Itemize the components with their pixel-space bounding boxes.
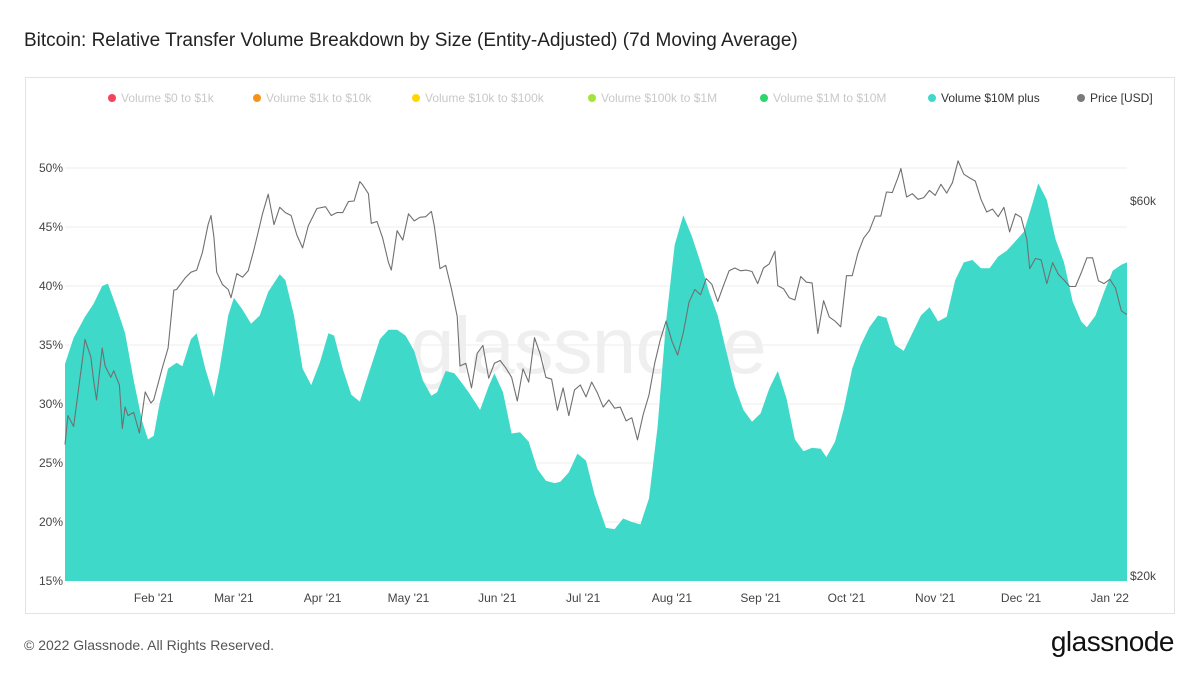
legend-label: Volume $100k to $1M: [601, 91, 718, 105]
legend-dot-icon: [253, 94, 261, 102]
chart-panel: [25, 77, 1175, 614]
legend-dot-icon: [1077, 94, 1085, 102]
legend-item[interactable]: Volume $1k to $10k: [253, 91, 371, 105]
x-tick-label: Nov '21: [915, 591, 956, 605]
x-axis-ticks: Feb '21 Mar '21 Apr '21 May '21 Jun '21 Jul '…: [134, 591, 1129, 605]
right-axis-ticks: $20k $60k: [1130, 194, 1157, 583]
legend-item[interactable]: Volume $1M to $10M: [760, 91, 886, 105]
x-tick-label: Apr '21: [304, 591, 342, 605]
x-tick-label: Mar '21: [214, 591, 254, 605]
left-axis-ticks: 15% 20% 25% 30% 35% 40% 45% 50%: [39, 161, 63, 588]
legend-dot-icon: [412, 94, 420, 102]
legend-label: Volume $0 to $1k: [121, 91, 214, 105]
legend-dot-icon: [588, 94, 596, 102]
legend-dot-icon: [760, 94, 768, 102]
y-tick-label: 45%: [39, 220, 63, 234]
y-tick-label: 20%: [39, 515, 63, 529]
x-tick-label: Jul '21: [566, 591, 601, 605]
legend-label: Volume $1k to $10k: [266, 91, 372, 105]
legend-item[interactable]: Volume $10M plus: [928, 91, 1040, 105]
y-tick-label: 40%: [39, 279, 63, 293]
legend-item[interactable]: Volume $100k to $1M: [588, 91, 717, 105]
legend-dot-icon: [928, 94, 936, 102]
legend-label: Price [USD]: [1090, 91, 1153, 105]
legend-item[interactable]: Price [USD]: [1077, 91, 1153, 105]
price-usd-line: [64, 160, 1128, 445]
y-tick-label: 30%: [39, 397, 63, 411]
price-tick-label: $20k: [1130, 569, 1157, 583]
legend: Volume $0 to $1k Volume $1k to $10k Volume…: [0, 91, 1200, 107]
price-tick-label: $60k: [1130, 194, 1157, 208]
y-tick-label: 15%: [39, 574, 63, 588]
x-tick-label: May '21: [388, 591, 430, 605]
legend-label: Volume $10M plus: [941, 91, 1040, 105]
x-tick-label: Aug '21: [652, 591, 693, 605]
x-tick-label: Sep '21: [740, 591, 781, 605]
y-tick-label: 50%: [39, 161, 63, 175]
y-tick-label: 25%: [39, 456, 63, 470]
legend-item[interactable]: Volume $0 to $1k: [108, 91, 214, 105]
x-tick-label: Oct '21: [828, 591, 866, 605]
area-series-layer: [65, 183, 1127, 582]
chart-title: Bitcoin: Relative Transfer Volume Breakd…: [24, 30, 798, 51]
glassnode-logo: glassnode: [1050, 626, 1175, 657]
y-tick-label: 35%: [39, 338, 63, 352]
legend-label: Volume $1M to $10M: [773, 91, 887, 105]
legend-dot-icon: [108, 94, 116, 102]
x-tick-label: Jan '22: [1091, 591, 1130, 605]
legend-label: Volume $10k to $100k: [425, 91, 544, 105]
x-tick-label: Dec '21: [1001, 591, 1042, 605]
x-tick-label: Feb '21: [134, 591, 174, 605]
legend-item[interactable]: Volume $10k to $100k: [412, 91, 544, 105]
volume-10m-plus-area: [65, 183, 1127, 582]
copyright-footer: © 2022 Glassnode. All Rights Reserved.: [24, 637, 275, 653]
x-tick-label: Jun '21: [478, 591, 517, 605]
price-series-layer: [64, 160, 1128, 445]
